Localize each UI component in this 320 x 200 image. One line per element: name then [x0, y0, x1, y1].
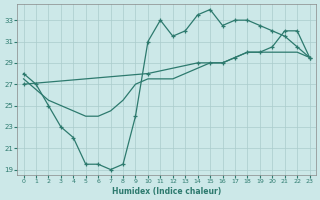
X-axis label: Humidex (Indice chaleur): Humidex (Indice chaleur)	[112, 187, 221, 196]
